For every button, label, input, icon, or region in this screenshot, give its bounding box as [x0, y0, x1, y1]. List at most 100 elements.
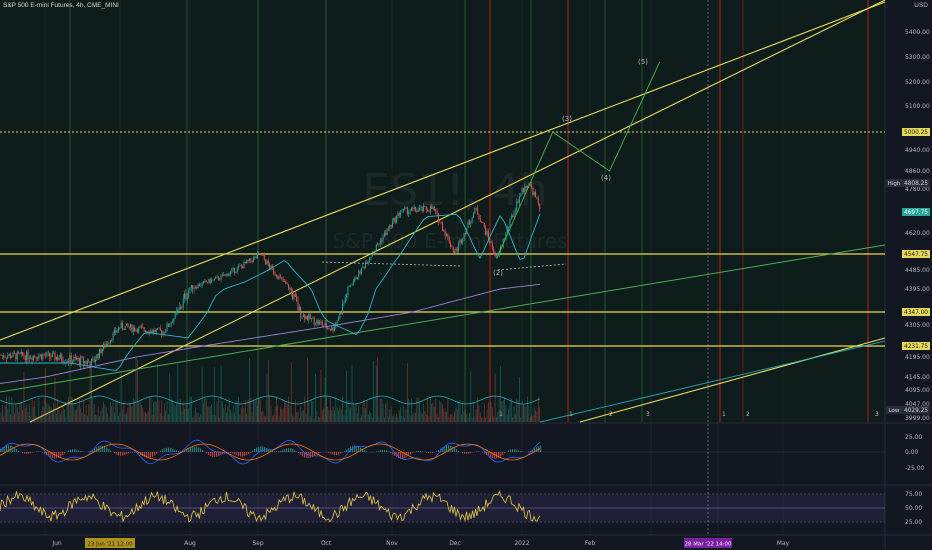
- candle-body: [533, 192, 535, 195]
- macd-histogram-bar: [10, 445, 12, 452]
- candle-body: [270, 265, 272, 269]
- volume-bar: [502, 399, 504, 422]
- volume-bar: [178, 401, 180, 422]
- candle-body: [290, 288, 292, 292]
- macd-histogram-bar: [274, 451, 276, 452]
- macd-histogram-bar: [412, 452, 414, 453]
- volume-bar: [338, 410, 339, 422]
- time-axis: JunJulAugSepOctNovDec2022FebMay23 Jun '2…: [51, 538, 790, 548]
- volume-bar: [412, 414, 414, 422]
- macd-histogram-bar: [354, 445, 356, 452]
- macd-histogram-bar: [78, 450, 80, 452]
- macd-histogram-bar: [150, 452, 152, 458]
- volume-bar: [201, 367, 203, 422]
- candle-body: [84, 361, 86, 364]
- volume-bar: [35, 416, 37, 422]
- macd-histogram-bar: [196, 446, 198, 452]
- volume-bar: [258, 398, 260, 422]
- volume-bar: [344, 409, 346, 422]
- candle-body: [514, 210, 516, 212]
- candle-body: [325, 323, 327, 328]
- volume-bar: [456, 409, 458, 422]
- macd-histogram-bar: [358, 446, 360, 452]
- candle-body: [522, 188, 524, 192]
- candle-body: [481, 221, 483, 223]
- candle-body: [258, 253, 260, 254]
- main-pane[interactable]: [0, 0, 885, 422]
- candle-body: [427, 210, 429, 212]
- macd-histogram-bar: [134, 452, 136, 453]
- volume-bar: [267, 359, 269, 422]
- macd-histogram-bar: [332, 452, 334, 455]
- macd-histogram-bar: [116, 452, 118, 455]
- macd-histogram-bar: [240, 452, 242, 457]
- candle-body: [420, 206, 422, 208]
- candle-body: [535, 192, 537, 197]
- candle-body: [4, 357, 6, 358]
- volume-bar: [23, 372, 25, 422]
- volume-bar: [235, 401, 237, 422]
- volume-bar: [370, 412, 372, 422]
- volume-bar: [126, 413, 127, 422]
- volume-bar: [460, 414, 462, 422]
- candle-body: [366, 262, 368, 264]
- volume-bar: [273, 415, 275, 422]
- macd-histogram-bar: [484, 452, 486, 454]
- volume-bar: [396, 413, 397, 422]
- candle-body: [451, 246, 453, 248]
- volume-bar: [70, 396, 72, 422]
- macd-histogram-bar: [252, 450, 254, 452]
- volume-bar: [321, 410, 323, 422]
- macd-histogram-bar: [532, 449, 534, 452]
- volume-bar: [309, 416, 311, 422]
- volume-bar: [527, 396, 528, 422]
- volume-bar: [482, 417, 484, 422]
- candle-body: [315, 324, 317, 325]
- macd-histogram-bar: [36, 451, 38, 452]
- candle-body: [161, 330, 163, 335]
- candle-body: [516, 201, 518, 211]
- volume-bar: [132, 398, 134, 422]
- price-label-tag: High: [888, 181, 901, 187]
- volume-bar: [74, 410, 76, 422]
- volume-bars: [0, 357, 541, 422]
- time-axis-label: Dec: [449, 540, 461, 547]
- macd-histogram-bar: [52, 452, 54, 459]
- volume-bar: [47, 404, 49, 422]
- volume-bar: [367, 414, 369, 422]
- macd-histogram-bar: [230, 452, 232, 453]
- volume-bar: [37, 417, 38, 422]
- volume-bar: [288, 396, 289, 422]
- candle-body: [105, 343, 107, 348]
- volume-bar: [184, 408, 185, 422]
- candle-body: [117, 327, 119, 331]
- volume-bar: [294, 399, 296, 422]
- macd-histogram-bar: [492, 452, 494, 459]
- macd-histogram-bar: [32, 452, 34, 453]
- candle-body: [158, 327, 160, 329]
- macd-histogram-bar: [170, 448, 172, 452]
- candle-body: [356, 277, 358, 280]
- trend-lines: [0, 0, 886, 423]
- candle-body: [165, 330, 167, 333]
- candle-body: [11, 356, 13, 358]
- volume-bar: [212, 414, 214, 422]
- volume-bar: [103, 401, 104, 422]
- candle-body: [359, 271, 361, 274]
- rsi-axis-tick: 50.00: [905, 505, 922, 512]
- macd-histogram-bar: [502, 452, 504, 455]
- candle-body: [254, 256, 256, 258]
- candle-body: [143, 327, 145, 331]
- macd-histogram-bar: [528, 451, 530, 452]
- candle-body: [328, 327, 330, 330]
- candle-body: [232, 268, 234, 270]
- volume-bar: [298, 417, 300, 422]
- volume-bar: [452, 416, 454, 422]
- volume-bar: [200, 414, 202, 422]
- macd-histogram-bar: [122, 452, 124, 456]
- volume-bar: [107, 413, 109, 422]
- macd-histogram-bar: [102, 445, 104, 452]
- volume-bar: [136, 359, 138, 422]
- volume-bar: [108, 416, 110, 422]
